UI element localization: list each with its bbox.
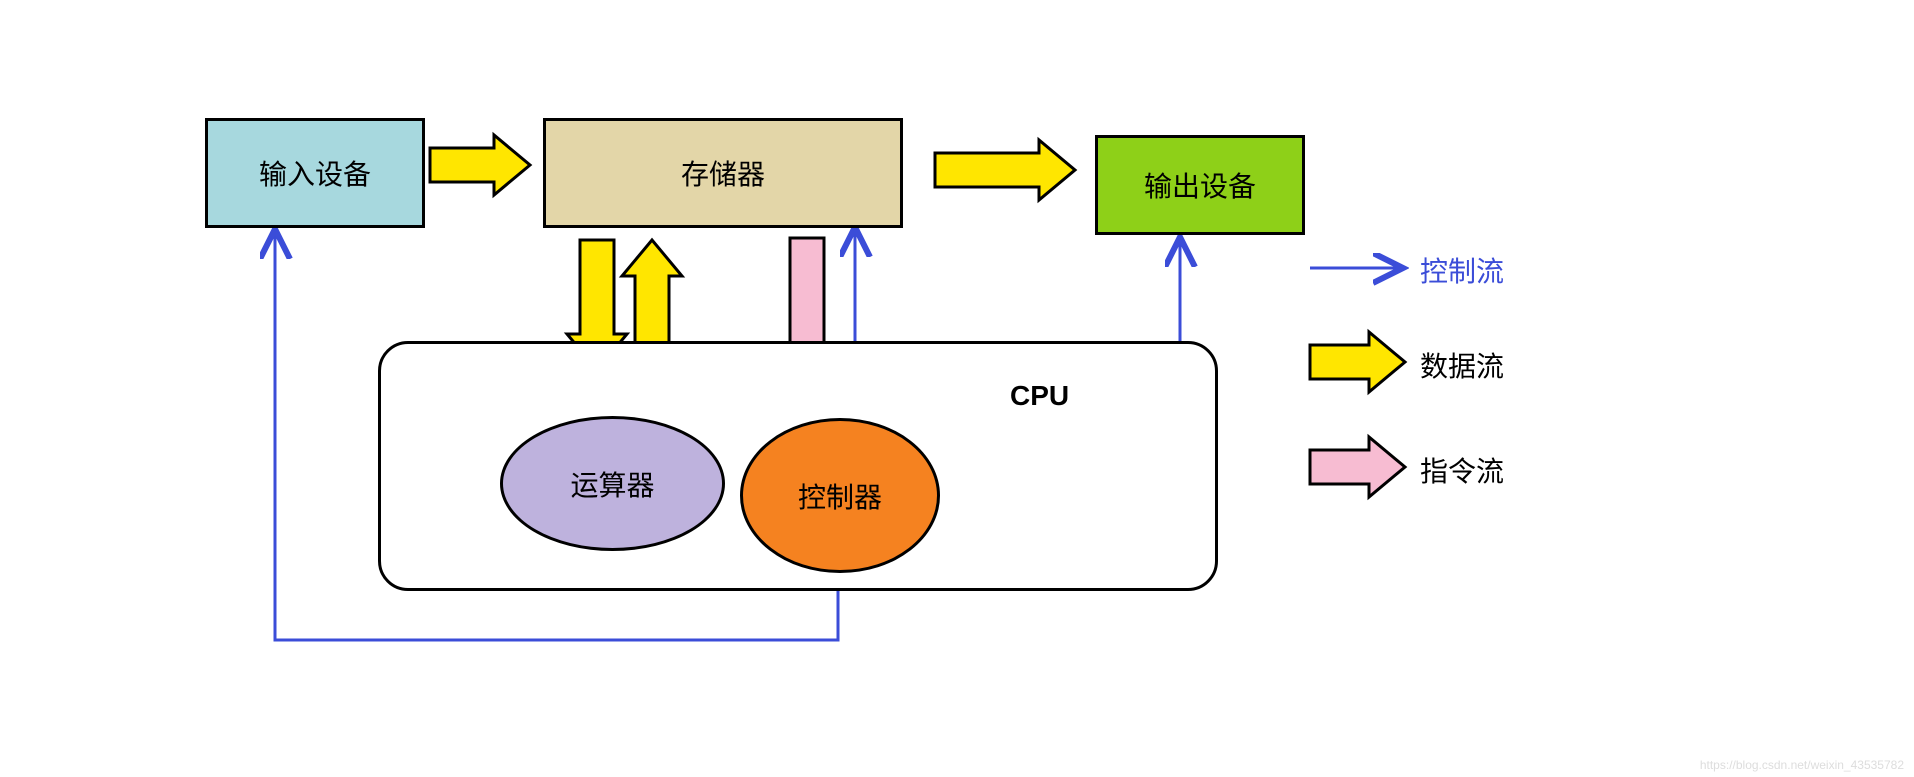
output-device-label: 输出设备	[1144, 165, 1256, 205]
alu-ellipse: 运算器	[500, 416, 725, 551]
cpu-label: CPU	[1010, 380, 1069, 412]
memory-label: 存储器	[681, 153, 765, 193]
controller-label: 控制器	[798, 476, 882, 516]
controller-ellipse: 控制器	[740, 418, 940, 573]
input-device-box: 输入设备	[205, 118, 425, 228]
memory-box: 存储器	[543, 118, 903, 228]
output-device-box: 输出设备	[1095, 135, 1305, 235]
alu-label: 运算器	[570, 464, 654, 504]
legend-instruction-label: 指令流	[1420, 450, 1504, 490]
input-device-label: 输入设备	[259, 153, 371, 193]
legend-data-label: 数据流	[1420, 345, 1504, 385]
legend-control-label: 控制流	[1420, 250, 1504, 290]
watermark-text: https://blog.csdn.net/weixin_43535782	[1700, 758, 1904, 772]
